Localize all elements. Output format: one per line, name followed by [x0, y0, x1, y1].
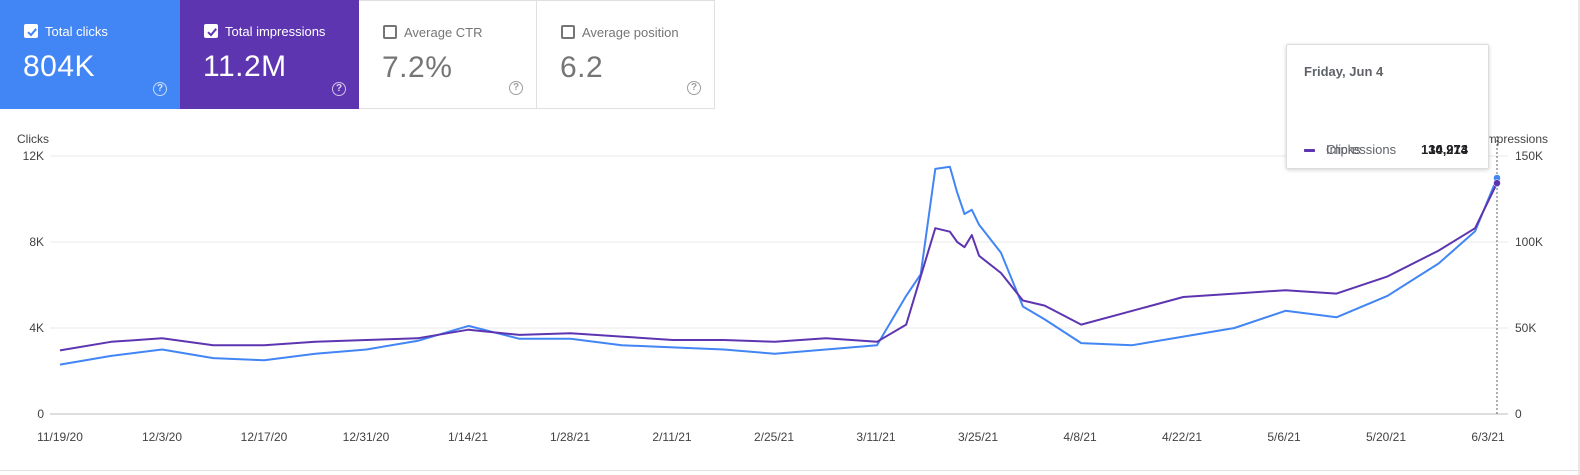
card-label: Total clicks: [45, 24, 108, 39]
chart-series: [59, 165, 1498, 366]
right-tick-label: 100K: [1515, 235, 1543, 249]
help-icon[interactable]: ?: [687, 81, 701, 95]
panel-right-edge: [1578, 0, 1580, 475]
tooltip-row-clicks: Clicks 10,974: [1304, 141, 1468, 159]
help-icon[interactable]: ?: [509, 81, 523, 95]
help-icon[interactable]: ?: [332, 82, 346, 96]
x-tick-label: 12/17/20: [241, 430, 288, 444]
tooltip-date: Friday, Jun 4: [1304, 64, 1384, 79]
left-tick-label: 4K: [29, 321, 44, 335]
tooltip-series-value: 10,974: [1428, 142, 1468, 157]
x-tick-label: 6/3/21: [1471, 430, 1505, 444]
checkbox-checked-icon[interactable]: [24, 24, 38, 38]
x-tick-label: 1/14/21: [448, 430, 488, 444]
right-tick-label: 150K: [1515, 149, 1543, 163]
x-tick-label: 1/28/21: [550, 430, 590, 444]
x-tick-label: 11/19/20: [37, 430, 83, 444]
tooltip-row-impressions: Impressions 134,213: [1304, 141, 1468, 159]
x-tick-label: 4/22/21: [1162, 430, 1202, 444]
x-tick-label: 12/3/20: [142, 430, 182, 444]
average-position-card[interactable]: Average position 6.2 ?: [537, 0, 715, 109]
checkbox-unchecked-icon[interactable]: [561, 25, 575, 39]
card-label: Average CTR: [404, 25, 483, 40]
checkbox-unchecked-icon[interactable]: [383, 25, 397, 39]
card-value: 11.2M: [203, 50, 287, 83]
x-tick-label: 2/25/21: [754, 430, 794, 444]
chart-grid: [50, 155, 1508, 415]
help-icon[interactable]: ?: [153, 82, 167, 96]
left-tick-label: 12K: [23, 149, 44, 163]
tooltip-series-value: 134,213: [1421, 142, 1468, 157]
right-tick-label: 0: [1515, 407, 1522, 421]
left-tick-label: 0: [37, 407, 44, 421]
card-value: 6.2: [560, 51, 604, 84]
x-tick-label: 2/11/21: [652, 430, 691, 444]
total-impressions-card[interactable]: Total impressions 11.2M ?: [180, 0, 359, 109]
total-clicks-card[interactable]: Total clicks 804K ?: [0, 0, 180, 109]
hover-points: [1493, 174, 1501, 187]
checkbox-checked-icon[interactable]: [204, 24, 218, 38]
x-tick-label: 4/8/21: [1063, 430, 1097, 444]
right-axis-title: Impressions: [1483, 132, 1548, 146]
metric-cards: Total clicks 804K ? Total impressions 11…: [0, 0, 715, 109]
x-tick-label: 5/6/21: [1267, 430, 1301, 444]
chart-bottom-border: [0, 470, 1580, 471]
hover-point-impressions: [1493, 179, 1501, 187]
left-axis-title: Clicks: [17, 132, 49, 146]
tooltip-series-name: Clicks: [1326, 142, 1361, 157]
chart-axes: Clicks Impressions 0 0 4K 50K 8K 100K 12K 150K 1…: [17, 132, 1548, 444]
average-ctr-card[interactable]: Average CTR 7.2% ?: [359, 0, 537, 109]
left-tick-label: 8K: [29, 235, 44, 249]
card-value: 804K: [23, 50, 96, 83]
series-line-impressions: [59, 182, 1498, 352]
chart-tooltip: Friday, Jun 4 Clicks 10,974 Impressions …: [1286, 44, 1489, 169]
tooltip-series-name: Impressions: [1326, 142, 1397, 157]
card-label: Average position: [582, 25, 679, 40]
x-tick-label: 3/11/21: [856, 430, 895, 444]
x-tick-label: 12/31/20: [343, 430, 390, 444]
card-label: Total impressions: [225, 24, 326, 39]
x-tick-label: 3/25/21: [958, 430, 998, 444]
impressions-swatch: [1304, 149, 1315, 152]
right-tick-label: 50K: [1515, 321, 1536, 335]
card-value: 7.2%: [382, 51, 453, 84]
series-line-clicks: [59, 165, 1498, 366]
x-tick-label: 5/20/21: [1366, 430, 1406, 444]
